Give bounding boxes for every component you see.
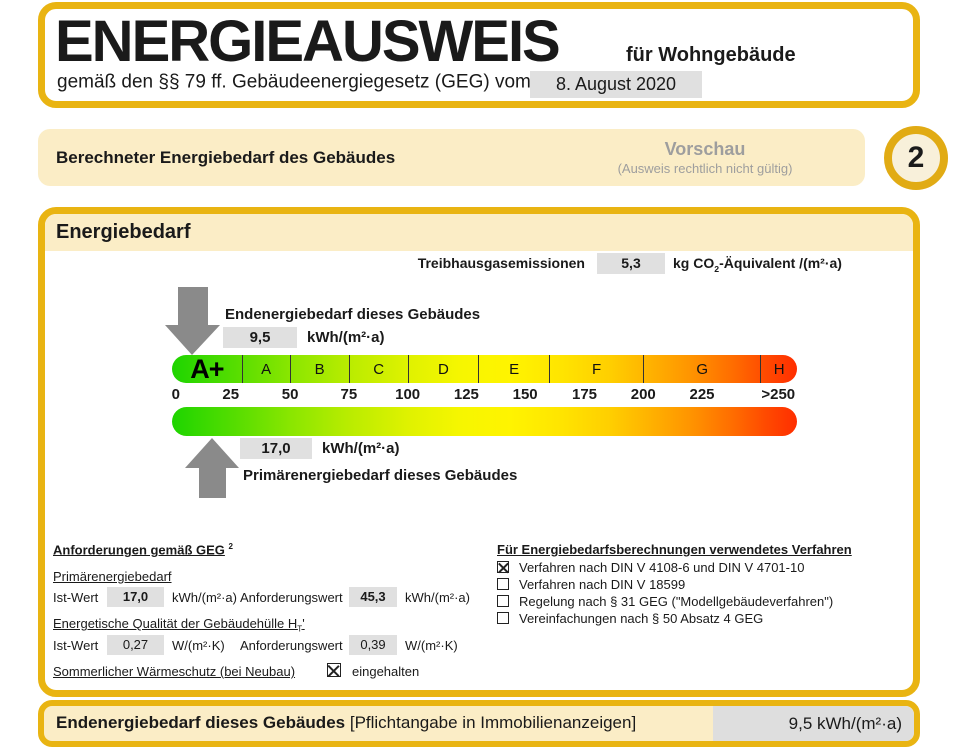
end-energy-label: Endenergiebedarf dieses Gebäudes <box>225 306 481 323</box>
footer-label-bold: Endenergiebedarf dieses Gebäudes <box>56 713 346 732</box>
tick-100: 100 <box>395 386 421 403</box>
envelope-heading-suffix: ' <box>302 616 305 631</box>
watermark-subtext: (Ausweis rechtlich nicht gültig) <box>617 161 793 176</box>
method-label-din18599: Verfahren nach DIN V 18599 <box>519 577 686 592</box>
primary-req-unit: kWh/(m²·a) <box>405 590 470 605</box>
class-cell-f: F <box>549 355 643 383</box>
tick-25: 25 <box>222 386 240 403</box>
class-cell-e: E <box>478 355 549 383</box>
end-energy-unit: kWh/(m²·a) <box>307 329 385 346</box>
envelope-heading: Energetische Qualität der Gebäudehülle H… <box>53 616 305 634</box>
method-checkbox-din18599 <box>497 578 509 590</box>
primary-energy-arrow-up-icon <box>185 438 239 498</box>
primary-requirement-heading: Primärenergiebedarf <box>53 569 172 584</box>
summer-protection-heading: Sommerlicher Wärmeschutz (bei Neubau) <box>53 664 296 679</box>
class-cell-a-plus: A+ <box>190 355 224 383</box>
page-number-badge: 2 <box>884 126 948 190</box>
tick-150: 150 <box>512 386 538 403</box>
footer-label-regular: [Pflichtangabe in Immobilienanzeigen] <box>349 713 637 732</box>
tick-0: 0 <box>171 386 180 403</box>
tick-250plus: >250 <box>761 386 796 403</box>
tick-225: 225 <box>689 386 715 403</box>
section-header: Energiebedarf <box>45 214 913 251</box>
building-type-label: für Wohngebäude <box>626 44 796 66</box>
requirements-title: Anforderungen gemäß GEG 2 <box>53 542 233 557</box>
primary-req-label: Anforderungswert <box>240 590 343 605</box>
requirements-title-footnote: 2 <box>228 542 234 551</box>
envelope-req-label: Anforderungswert <box>240 638 343 653</box>
class-cell-a: A <box>241 355 290 383</box>
law-date-box: 8. August 2020 <box>530 71 702 98</box>
summer-protection-status: eingehalten <box>352 664 420 679</box>
header-box <box>38 2 920 108</box>
tick-75: 75 <box>340 386 358 403</box>
class-cell-g: G <box>643 355 760 383</box>
footer-label: Endenergiebedarf dieses Gebäudes [Pflich… <box>56 713 636 733</box>
method-checkbox-din4108 <box>497 561 509 573</box>
page-title: ENERGIEAUSWEIS <box>55 9 561 74</box>
watermark-text: Vorschau <box>664 139 746 159</box>
ghg-unit: kg CO2-Äquivalent /(m²·a) <box>673 255 842 274</box>
methods-title: Für Energiebedarfsberechnungen verwendet… <box>497 542 852 557</box>
ghg-unit-prefix: kg CO <box>673 255 715 271</box>
law-reference: gemäß den §§ 79 ff. Gebäudeenergiegesetz… <box>57 70 543 93</box>
primary-req-value-box: 45,3 <box>349 587 397 607</box>
method-label-vereinfachungen: Vereinfachungen nach § 50 Absatz 4 GEG <box>519 611 764 626</box>
preview-bar <box>38 129 865 186</box>
primary-ist-label: Ist-Wert <box>53 590 99 605</box>
envelope-ist-label: Ist-Wert <box>53 638 99 653</box>
primary-energy-value-box: 17,0 <box>240 438 312 459</box>
primary-ist-unit: kWh/(m²·a) <box>172 590 237 605</box>
method-label-modellgebaeude: Regelung nach § 31 GEG ("Modellgebäudeve… <box>519 594 834 609</box>
tick-175: 175 <box>571 386 598 403</box>
end-energy-arrow-down-icon <box>165 287 220 355</box>
method-checkbox-modellgebaeude <box>497 595 509 607</box>
requirements-title-text: Anforderungen gemäß GEG <box>53 542 225 558</box>
primary-ist-value-box: 17,0 <box>107 587 164 607</box>
method-checkbox-vereinfachungen <box>497 612 509 624</box>
envelope-heading-prefix: Energetische Qualität der Gebäudehülle H <box>53 616 298 631</box>
scale-tick-strip: 0 25 50 75 100 125 150 175 200 225 >250 <box>172 383 797 407</box>
envelope-ist-unit: W/(m²·K) <box>172 638 225 653</box>
class-cell-b: B <box>289 355 349 383</box>
method-label-din4108: Verfahren nach DIN V 4108-6 und DIN V 47… <box>519 560 805 575</box>
tick-125: 125 <box>453 386 479 403</box>
envelope-req-value-box: 0,39 <box>349 635 397 655</box>
end-energy-value-box: 9,5 <box>223 327 297 348</box>
preview-bar-title: Berechneter Energiebedarf des Gebäudes <box>56 148 396 167</box>
class-cell-d: D <box>407 355 479 383</box>
class-cell-c: C <box>348 355 408 383</box>
ghg-label: Treibhausgasemissionen <box>417 255 585 271</box>
primary-energy-unit: kWh/(m²·a) <box>322 440 400 457</box>
ghg-value-box: 5,3 <box>597 253 665 274</box>
preview-watermark: Vorschau (Ausweis rechtlich nicht gültig… <box>555 139 855 176</box>
energy-class-band: A+ A B C D E F G H <box>172 355 797 383</box>
envelope-ist-value-box: 0,27 <box>107 635 164 655</box>
tick-50: 50 <box>281 386 299 403</box>
law-text: gemäß den §§ 79 ff. Gebäudeenergiegesetz… <box>57 71 531 93</box>
ghg-unit-sub: 2 <box>714 263 720 274</box>
ghg-unit-suffix: -Äquivalent /(m²·a) <box>719 255 842 271</box>
summer-protection-checkbox <box>327 663 341 677</box>
class-cell-h: H <box>760 355 797 383</box>
tick-200: 200 <box>630 386 656 403</box>
primary-energy-label: Primärenergiebedarf dieses Gebäudes <box>243 467 518 484</box>
envelope-heading-sub: T <box>297 624 303 634</box>
envelope-req-unit: W/(m²·K) <box>405 638 458 653</box>
energy-gradient-band <box>172 407 797 436</box>
footer-value-box: 9,5 kWh/(m²·a) <box>713 706 914 741</box>
